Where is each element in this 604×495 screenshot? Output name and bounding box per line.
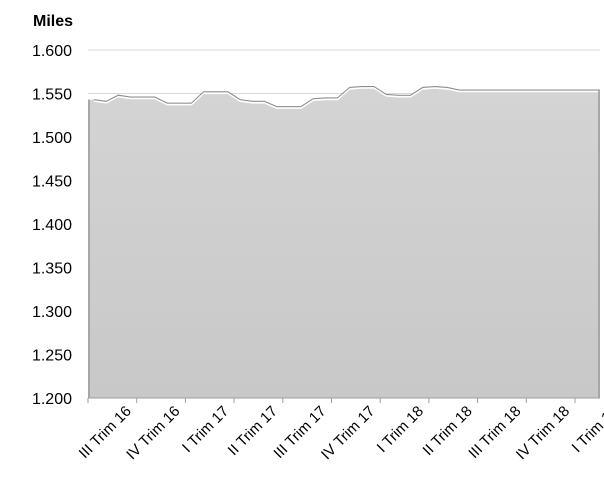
y-tick-label: 1.600 (32, 43, 72, 60)
x-tick-label: I Trim 17 (179, 403, 232, 456)
y-axis-title: Miles (33, 13, 73, 30)
y-tick-label: 1.200 (32, 391, 72, 408)
y-tick-label: 1.250 (32, 348, 72, 365)
x-tick-label: IV Trim 17 (318, 403, 378, 463)
y-tick-label: 1.450 (32, 174, 72, 191)
x-axis (87, 397, 600, 403)
area-edge (93, 85, 600, 108)
x-tick-label: IV Trim 16 (123, 403, 183, 463)
area-highlight (93, 87, 600, 109)
area-series (88, 85, 600, 398)
area-fill (88, 86, 600, 398)
x-tick-label: I Trim 19 (569, 403, 604, 456)
y-tick-label: 1.400 (32, 217, 72, 234)
y-axis-ticks: 1.200 1.250 1.300 1.350 1.400 1.450 1.500 1.550… (32, 43, 72, 408)
x-tick-label: IV Trim 18 (513, 403, 573, 463)
y-tick-label: 1.500 (32, 130, 72, 147)
x-tick-label: I Trim 18 (374, 403, 427, 456)
y-tick-label: 1.350 (32, 261, 72, 278)
y-tick-label: 1.550 (32, 87, 72, 104)
y-tick-label: 1.300 (32, 304, 72, 321)
